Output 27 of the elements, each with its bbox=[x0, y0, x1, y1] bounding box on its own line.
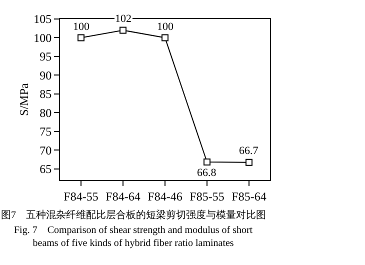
data-label: 66.8 bbox=[197, 167, 217, 179]
data-label: 66.7 bbox=[239, 145, 259, 157]
data-label: 102 bbox=[115, 13, 132, 25]
x-tick-label: F85-64 bbox=[232, 189, 266, 204]
y-tick-label: 75 bbox=[40, 124, 52, 139]
x-tick-label: F84-64 bbox=[106, 189, 140, 204]
y-tick-label: 85 bbox=[40, 87, 52, 102]
y-tick-label: 80 bbox=[40, 106, 52, 120]
point bbox=[246, 158, 252, 166]
x-tick-label: F84-55 bbox=[64, 189, 98, 204]
caption: 图7 五种混杂纤维配比层合板的短梁剪切强度与模量对比图 bbox=[1, 209, 266, 221]
caption: Fig. 7 Comparison of shear strength and modulus of short beams of five kinds of hybrid fiber ratio laminates bbox=[14, 225, 253, 249]
point bbox=[204, 158, 210, 166]
y-axis-title: S/MPa bbox=[16, 82, 31, 116]
data-label: 100 bbox=[157, 21, 174, 33]
y-tick-label: 70 bbox=[40, 143, 52, 158]
y-tick-label: 95 bbox=[40, 50, 52, 64]
y-tick-label: 100 bbox=[34, 30, 52, 45]
y-tick-label: 65 bbox=[40, 162, 52, 176]
x-tick-label: F84-46 bbox=[148, 189, 182, 204]
point bbox=[120, 26, 126, 34]
y-tick-label: 90 bbox=[40, 68, 52, 82]
y-tick-label: 105 bbox=[34, 12, 52, 26]
point bbox=[78, 34, 84, 42]
x-tick-label: F85-55 bbox=[190, 189, 224, 204]
data-label: 100 bbox=[73, 21, 90, 33]
point bbox=[162, 34, 168, 42]
